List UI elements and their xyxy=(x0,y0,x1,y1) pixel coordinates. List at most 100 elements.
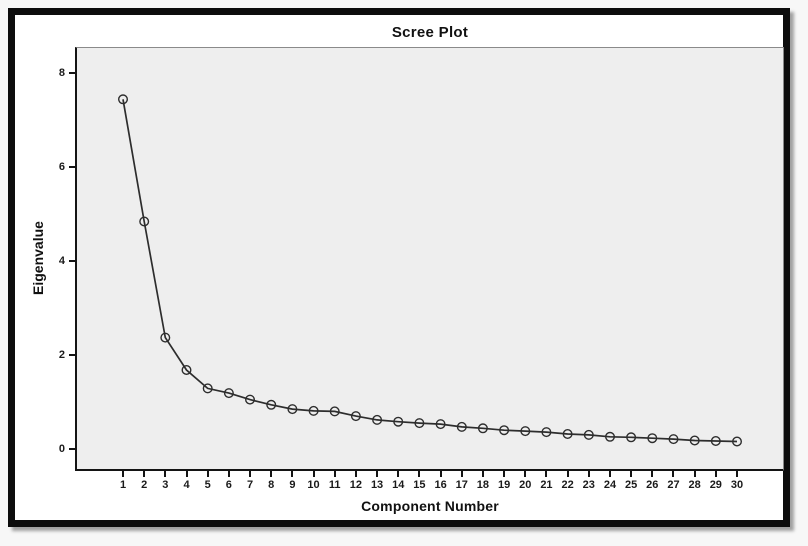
x-tick-mark xyxy=(524,471,527,477)
data-point-marker xyxy=(287,404,298,415)
data-point-marker xyxy=(266,399,277,410)
x-tick-label: 11 xyxy=(328,479,341,491)
x-tick-mark xyxy=(354,471,357,477)
data-point-marker xyxy=(139,216,150,227)
data-point-marker xyxy=(562,429,573,440)
scree-line xyxy=(122,99,738,443)
data-point-marker xyxy=(414,418,425,429)
data-point-marker xyxy=(223,388,234,399)
x-axis-label: Component Number xyxy=(361,498,499,514)
x-tick-mark xyxy=(185,471,188,477)
y-tick-label: 4 xyxy=(58,255,65,267)
data-point-marker xyxy=(499,425,510,436)
x-tick-mark xyxy=(630,471,633,477)
data-point-marker xyxy=(520,426,531,437)
x-tick-mark xyxy=(164,471,167,477)
data-point-marker xyxy=(329,406,340,417)
x-tick-label: 18 xyxy=(476,479,490,491)
x-tick-label: 3 xyxy=(162,479,169,491)
y-tick-label: 2 xyxy=(58,349,65,361)
x-tick-label: 22 xyxy=(561,479,574,491)
x-tick-mark xyxy=(291,471,294,477)
x-tick-label: 30 xyxy=(730,479,744,491)
data-point-marker xyxy=(710,436,721,447)
x-tick-mark xyxy=(481,471,484,477)
data-point-marker xyxy=(160,332,171,343)
data-point-marker xyxy=(308,405,319,416)
data-point-marker xyxy=(244,394,255,405)
y-tick-mark xyxy=(69,72,75,74)
data-point-marker xyxy=(477,423,488,434)
y-tick-mark xyxy=(69,166,75,168)
x-tick-mark xyxy=(249,471,252,477)
x-tick-label: 10 xyxy=(307,479,320,491)
x-tick-mark xyxy=(608,471,611,477)
x-tick-label: 24 xyxy=(603,479,617,491)
y-tick-label: 6 xyxy=(58,161,65,173)
x-tick-label: 9 xyxy=(289,479,296,491)
x-tick-label: 17 xyxy=(455,479,468,491)
data-point-marker xyxy=(350,411,361,422)
x-tick-mark xyxy=(693,471,696,477)
x-tick-label: 13 xyxy=(370,479,384,491)
x-tick-label: 1 xyxy=(119,479,127,491)
x-tick-mark xyxy=(270,471,273,477)
x-tick-label: 2 xyxy=(141,479,148,491)
x-tick-label: 14 xyxy=(392,479,405,491)
data-point-marker xyxy=(732,436,743,447)
x-tick-label: 19 xyxy=(497,479,511,491)
x-tick-mark xyxy=(206,471,209,477)
data-point-marker xyxy=(647,433,658,444)
x-tick-mark xyxy=(439,471,442,477)
x-tick-label: 5 xyxy=(204,479,211,491)
x-tick-label: 29 xyxy=(709,479,722,491)
data-point-marker xyxy=(372,414,383,425)
data-point-marker xyxy=(583,429,594,440)
data-point-marker xyxy=(605,431,616,442)
data-point-marker xyxy=(626,432,637,443)
data-point-marker xyxy=(181,365,192,376)
x-tick-label: 27 xyxy=(667,479,680,491)
x-tick-label: 12 xyxy=(349,479,363,491)
y-tick-mark xyxy=(69,260,75,262)
x-tick-mark xyxy=(736,471,738,477)
x-tick-mark xyxy=(333,471,336,477)
x-tick-label: 23 xyxy=(582,479,595,491)
data-point-marker xyxy=(456,421,467,432)
data-point-marker xyxy=(689,435,700,446)
x-tick-label: 20 xyxy=(519,479,532,491)
x-tick-mark xyxy=(587,471,590,477)
x-tick-label: 21 xyxy=(540,479,553,491)
x-tick-mark xyxy=(122,471,124,477)
x-tick-mark xyxy=(143,471,146,477)
x-tick-mark xyxy=(418,471,421,477)
x-tick-label: 7 xyxy=(246,479,254,491)
data-point-marker xyxy=(393,416,404,427)
data-point-marker xyxy=(668,434,679,445)
x-tick-label: 8 xyxy=(268,479,275,491)
x-tick-label: 6 xyxy=(225,479,232,491)
x-tick-mark xyxy=(672,471,675,477)
x-tick-label: 25 xyxy=(625,479,638,491)
x-tick-mark xyxy=(397,471,400,477)
y-tick-label: 8 xyxy=(58,67,65,79)
data-point-marker xyxy=(541,427,552,438)
x-tick-mark xyxy=(503,471,506,477)
x-tick-mark xyxy=(312,471,315,477)
x-tick-mark xyxy=(714,471,717,477)
x-tick-mark xyxy=(545,471,548,477)
data-point-marker xyxy=(202,383,213,394)
x-tick-label: 15 xyxy=(413,479,426,491)
x-tick-mark xyxy=(227,471,230,477)
scree-line-chart xyxy=(118,94,743,447)
plot-area xyxy=(75,47,784,471)
data-point-marker xyxy=(118,94,129,105)
y-tick-mark xyxy=(69,448,75,450)
x-tick-label: 26 xyxy=(646,479,659,491)
data-point-marker xyxy=(435,419,446,430)
x-tick-label: 16 xyxy=(434,479,447,491)
y-tick-label: 0 xyxy=(58,443,65,455)
x-tick-label: 28 xyxy=(688,479,701,491)
x-tick-label: 4 xyxy=(183,479,190,491)
